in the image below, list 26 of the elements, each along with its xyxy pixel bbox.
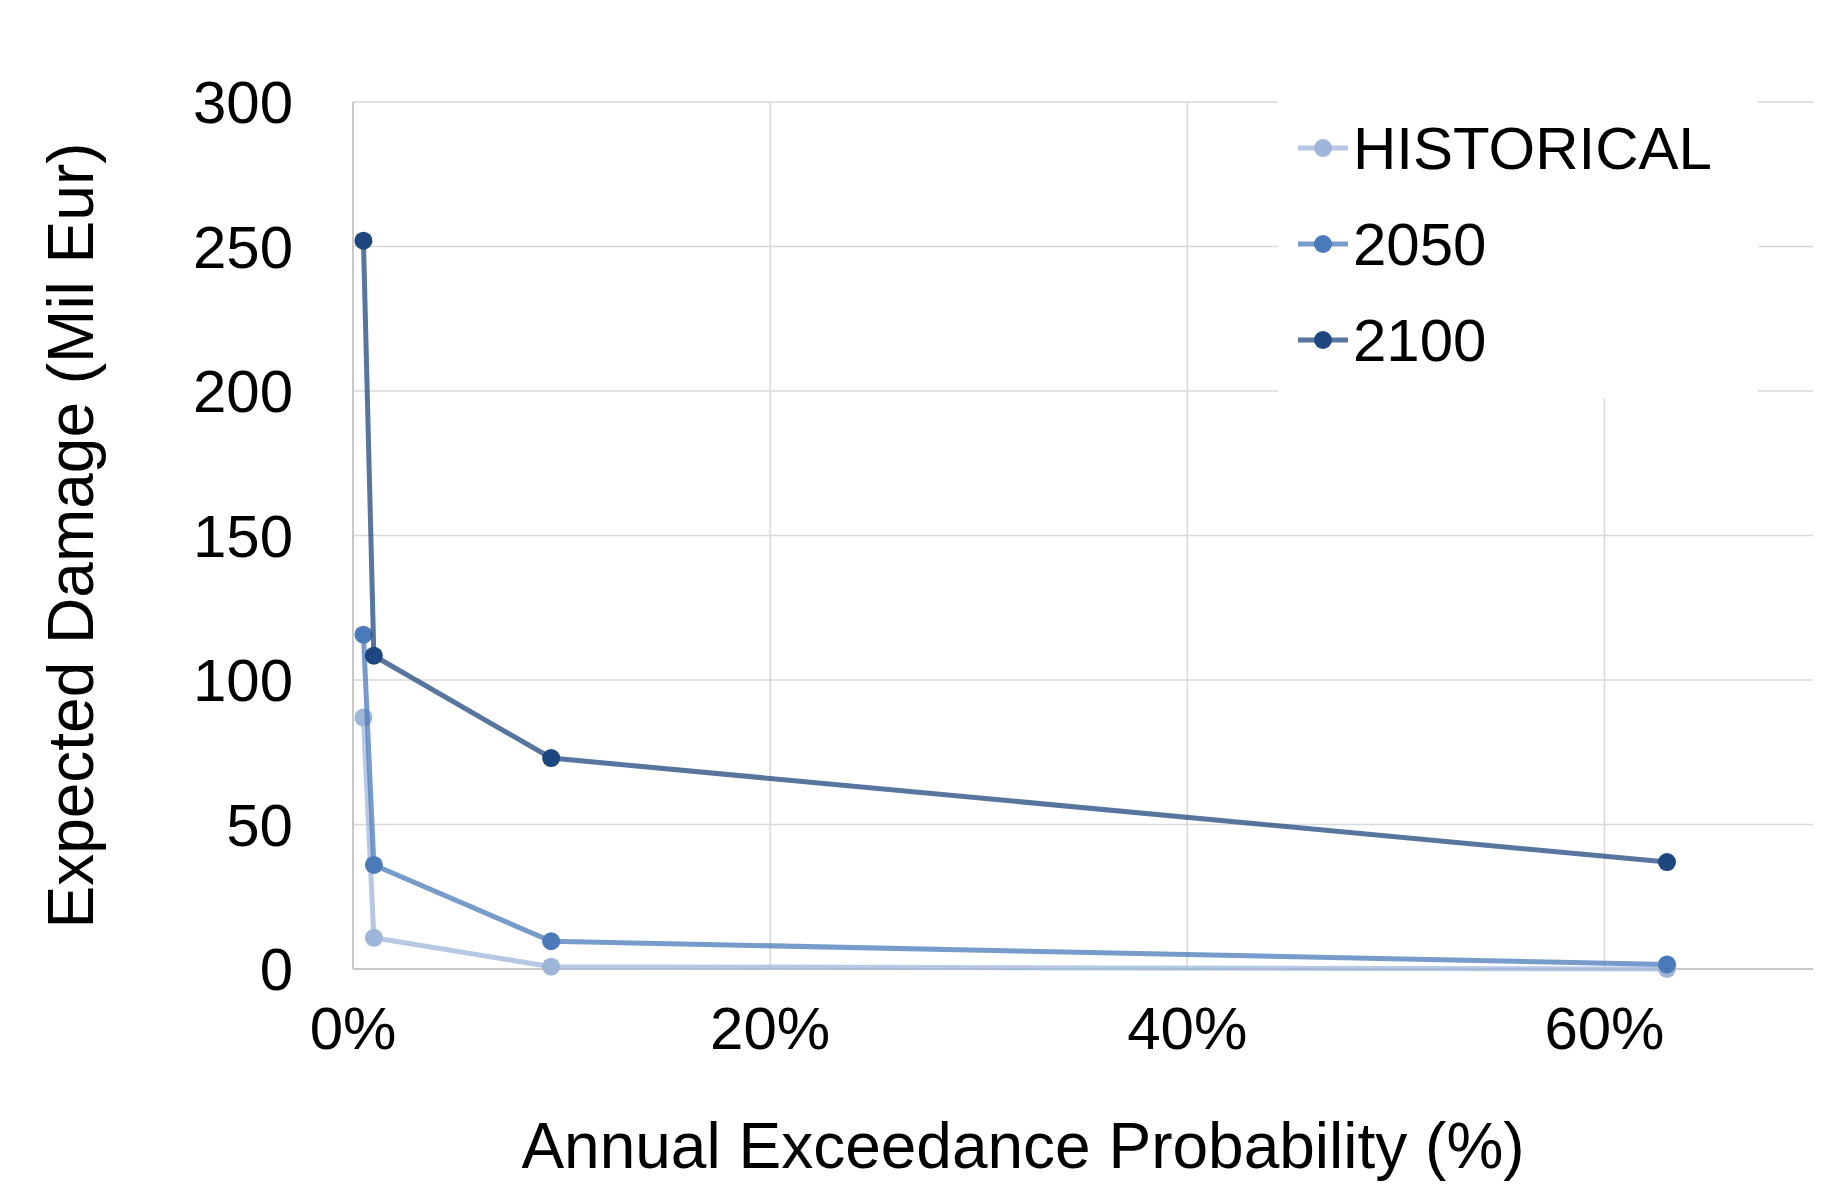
x-tick-label: 60%	[1544, 995, 1665, 1062]
point	[354, 625, 373, 644]
y-tick-label: 50	[226, 791, 293, 859]
y-tick-label: 200	[192, 358, 293, 425]
point	[354, 231, 373, 250]
y-tick-label: 100	[192, 647, 293, 714]
point	[364, 855, 383, 874]
x-axis-title: Annual Exceedance Probability (%)	[521, 1110, 1525, 1182]
point	[1658, 955, 1676, 974]
point	[542, 932, 561, 951]
y-tick-label: 0	[259, 936, 293, 1003]
point	[1658, 853, 1676, 872]
y-tick-label: 250	[192, 213, 293, 281]
legend-label: HISTORICAL	[1353, 115, 1712, 182]
y-tick-label: 300	[192, 69, 293, 136]
y-axis-title: Expected Damage (Mil Eur)	[35, 142, 107, 929]
y-tick-label: 150	[192, 502, 293, 570]
point	[542, 957, 561, 976]
legend-label: 2100	[1353, 307, 1487, 374]
point	[364, 928, 383, 947]
point	[364, 646, 383, 665]
x-tick-label: 0%	[309, 995, 397, 1062]
x-tick-label: 40%	[1127, 995, 1248, 1062]
point	[542, 749, 561, 768]
legend-label: 2050	[1353, 211, 1487, 278]
x-tick-label: 20%	[710, 995, 831, 1062]
